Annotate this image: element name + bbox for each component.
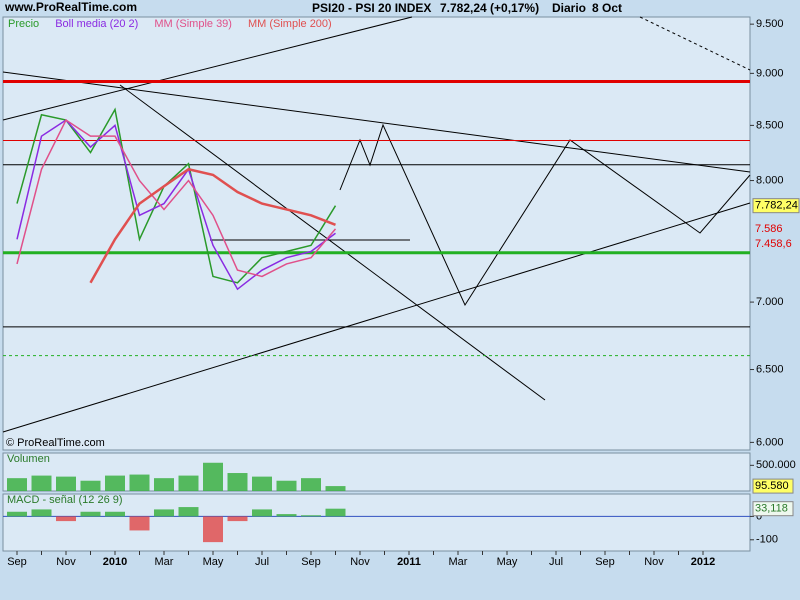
bar — [227, 473, 248, 491]
bar — [154, 478, 174, 491]
projection — [339, 123, 751, 307]
bar — [227, 516, 248, 522]
last-box — [752, 501, 794, 517]
panel-title: Volumen — [7, 453, 50, 465]
x-tick-label: Mar — [449, 556, 468, 568]
volume-panel — [2, 452, 751, 492]
title: PSI20 - PSI 20 INDEX — [312, 1, 431, 15]
trendline — [639, 16, 751, 71]
trendline — [2, 202, 751, 433]
bar — [203, 462, 223, 491]
bar — [325, 486, 346, 491]
bar — [301, 515, 321, 517]
macd-panel — [2, 493, 751, 552]
date: 8 Oct — [592, 1, 622, 15]
bar — [56, 516, 76, 522]
y-tick-label: 9.000 — [756, 67, 784, 79]
last-label: 33,118 — [755, 503, 788, 515]
x-tick-label: Sep — [7, 556, 27, 568]
price-box — [752, 198, 800, 214]
legend-entry: MM (Simple 200) — [248, 18, 332, 30]
legend-entry: Boll media (20 2) — [55, 18, 138, 30]
bar — [203, 516, 223, 543]
y-tick-label: 500.000 — [756, 459, 796, 471]
period: Diario — [552, 1, 586, 15]
price-label: 7.458,6 — [755, 238, 792, 250]
y-tick-label: 6.500 — [756, 363, 784, 375]
bar — [105, 475, 125, 491]
y-tick-label: 6.000 — [756, 436, 784, 448]
price-label: 7.586 — [755, 223, 783, 235]
panel-title: MACD - señal (12 26 9) — [7, 494, 123, 506]
last-box — [752, 478, 794, 494]
x-tick-label: Mar — [155, 556, 174, 568]
bar — [252, 476, 272, 491]
bar — [105, 511, 125, 517]
x-tick-label: 2011 — [397, 556, 421, 568]
bar — [80, 511, 101, 517]
trendlines — [2, 16, 751, 433]
x-tick-label: Nov — [644, 556, 664, 568]
annotation: © ProRealTime.com — [6, 437, 105, 449]
bar — [252, 509, 272, 517]
x-tick-label: 2010 — [103, 556, 127, 568]
price-label: 7.782,24 — [755, 200, 798, 212]
y-tick-label: 9.500 — [756, 18, 784, 30]
x-tick-label: Nov — [350, 556, 370, 568]
bar — [7, 511, 27, 517]
x-tick-label: 2012 — [691, 556, 715, 568]
series-line — [89, 167, 336, 284]
y-tick-label: 7.000 — [756, 296, 784, 308]
bar — [178, 475, 199, 491]
x-tick-label: May — [497, 556, 518, 568]
trendline — [119, 84, 546, 401]
x-tick-label: May — [203, 556, 224, 568]
y-tick-label: 8.000 — [756, 174, 784, 186]
quote: 7.782,24 (+0,17%) — [440, 1, 539, 15]
bar — [80, 480, 101, 491]
series-line — [16, 119, 336, 291]
bar — [276, 480, 297, 491]
series-line — [16, 118, 337, 278]
bar — [31, 509, 52, 517]
bar — [325, 508, 346, 517]
y-tick-label: -100 — [756, 534, 778, 546]
bar — [154, 509, 174, 517]
bar — [56, 476, 76, 491]
legend-entry: MM (Simple 39) — [154, 18, 232, 30]
last-label: 95.580 — [755, 480, 789, 492]
bar — [7, 478, 27, 491]
x-tick-label: Sep — [595, 556, 615, 568]
bar — [31, 475, 52, 491]
bar — [129, 516, 150, 531]
bar — [129, 474, 150, 491]
legend-entry: Precio — [8, 18, 39, 30]
x-tick-label: Jul — [255, 556, 269, 568]
x-tick-label: Sep — [301, 556, 321, 568]
bar — [178, 507, 199, 517]
bar — [276, 514, 297, 517]
trendline — [2, 16, 413, 121]
y-tick-label: 8.500 — [756, 119, 784, 131]
x-tick-label: Nov — [56, 556, 76, 568]
y-tick-label: 0 — [756, 510, 762, 522]
x-tick-label: Jul — [549, 556, 563, 568]
site: www.ProRealTime.com — [4, 0, 137, 14]
bar — [301, 478, 321, 491]
